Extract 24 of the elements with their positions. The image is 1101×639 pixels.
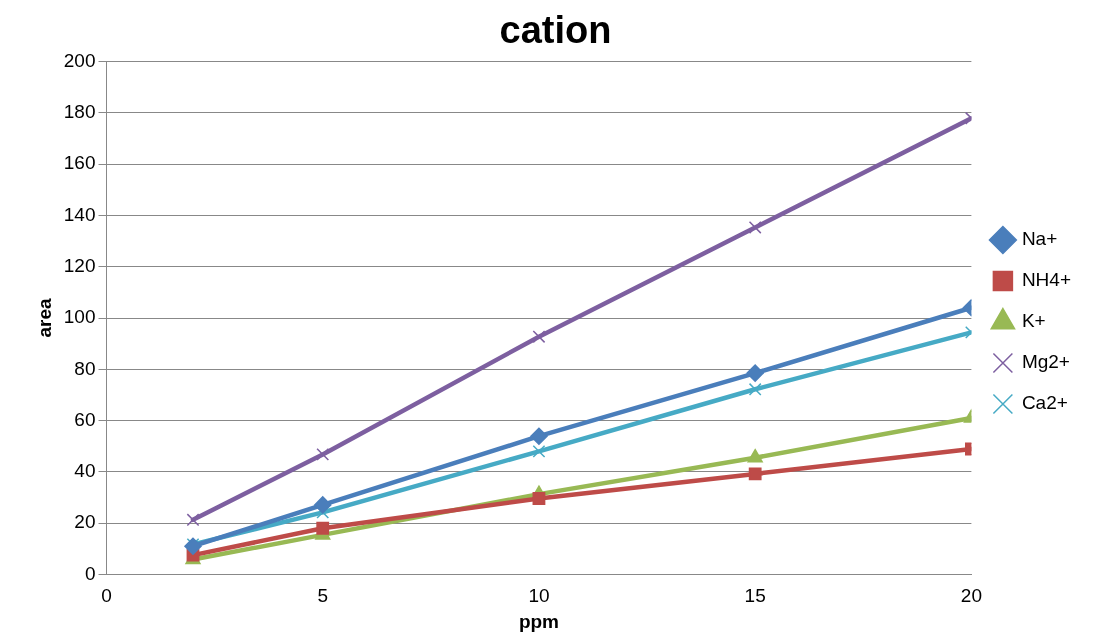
y-tick-label: 180 xyxy=(63,101,96,123)
y-tick-label: 20 xyxy=(74,511,96,533)
y-tick-label: 60 xyxy=(74,408,96,430)
x-tick-label: 10 xyxy=(528,585,550,607)
x-tick-label: 20 xyxy=(960,585,982,607)
legend-label: Na+ xyxy=(1021,228,1058,250)
y-axis-title: area xyxy=(33,298,55,338)
legend-label: K+ xyxy=(1021,310,1046,332)
y-tick-label: 80 xyxy=(74,357,96,379)
legend-label: Mg2+ xyxy=(1021,351,1070,373)
legend-label: NH4+ xyxy=(1021,269,1071,291)
y-tick-label: 160 xyxy=(63,152,96,174)
x-tick-label: 15 xyxy=(744,585,766,607)
y-tick-label: 140 xyxy=(63,203,96,225)
y-tick-label: 0 xyxy=(84,562,96,584)
y-tick-label: 100 xyxy=(63,306,96,328)
legend-label: Ca2+ xyxy=(1021,392,1068,414)
x-tick-label: 0 xyxy=(101,585,112,607)
y-tick-label: 40 xyxy=(74,460,96,482)
y-tick-label: 200 xyxy=(63,49,96,71)
x-axis-title: ppm xyxy=(518,610,559,632)
y-tick-label: 120 xyxy=(63,254,96,276)
x-tick-label: 5 xyxy=(317,585,329,607)
chart-title: cation xyxy=(499,9,612,52)
